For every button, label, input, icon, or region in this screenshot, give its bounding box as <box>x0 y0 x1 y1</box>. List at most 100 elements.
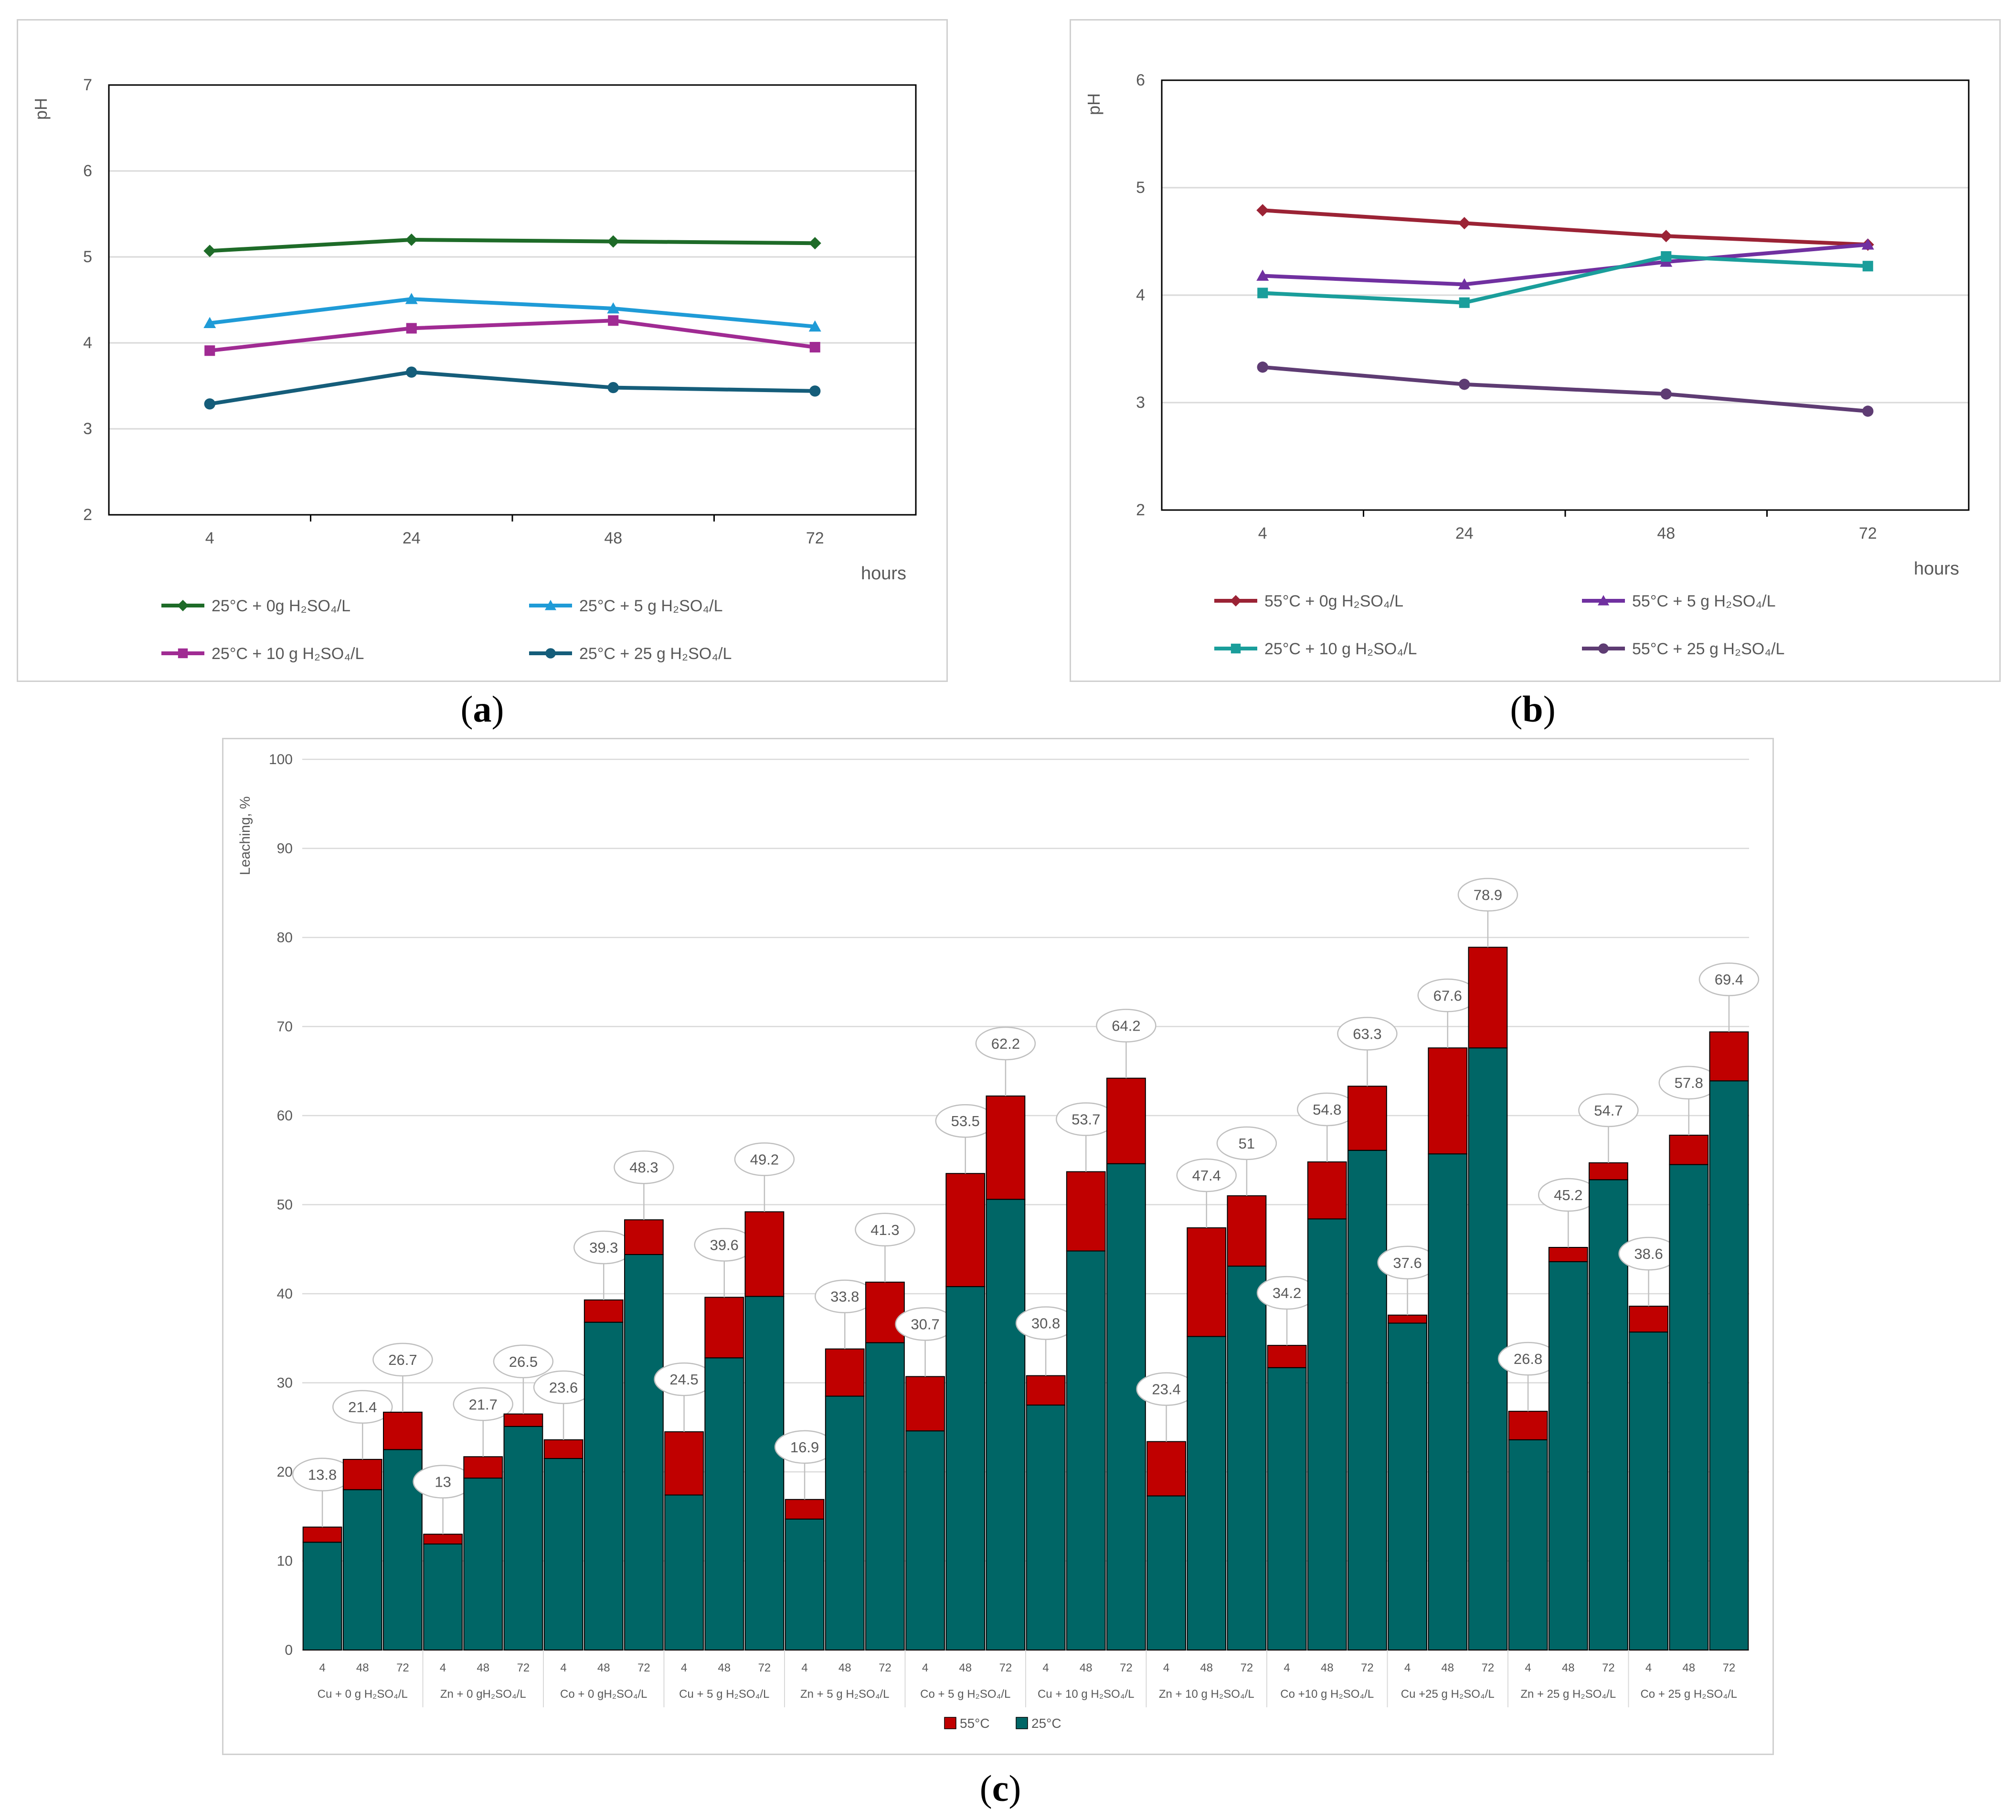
x-tick-label: 4 <box>1042 1661 1049 1674</box>
callout-bubble <box>1337 1017 1398 1051</box>
bar-25c <box>1428 1153 1468 1651</box>
bar-55c <box>1066 1171 1106 1252</box>
bar-25c <box>463 1478 503 1651</box>
legend-label: 25°C + 5 g H₂SO₄/L <box>579 597 723 615</box>
y-tick-label: 30 <box>277 1375 293 1391</box>
x-tick-label: 4 <box>560 1661 566 1674</box>
bar-55c <box>905 1376 945 1432</box>
callout-bubble <box>614 1150 674 1184</box>
bar-25c <box>503 1426 543 1650</box>
legend-marker <box>545 648 556 659</box>
x-tick-label: 72 <box>1723 1661 1736 1674</box>
total-label: 67.6 <box>1433 987 1462 1004</box>
bar-25c <box>1267 1367 1307 1651</box>
chart-panel-c: 0 10 20 30 40 50 60 70 80 90 100 Leaching, % 13.8 21.… <box>222 738 1774 1755</box>
x-tick-label: 4 <box>205 529 214 547</box>
callout-bubble <box>734 1142 795 1176</box>
legend-label: 25°C + 0g H₂SO₄/L <box>212 597 350 615</box>
callout-bubble <box>975 1026 1036 1061</box>
data-point <box>1862 261 1873 272</box>
total-label: 39.6 <box>710 1236 739 1253</box>
data-point <box>1861 238 1874 250</box>
x-tick-label: 72 <box>1602 1661 1615 1674</box>
series-line <box>210 238 815 253</box>
data-point <box>1257 287 1268 298</box>
group-label: Co +10 g H₂SO₄/L <box>1280 1688 1374 1701</box>
x-tick-label: 4 <box>681 1661 687 1674</box>
callout-bubble <box>493 1344 554 1379</box>
y-tick-label: 20 <box>277 1464 293 1480</box>
x-tick-label: 48 <box>1441 1661 1454 1674</box>
y-tick-label: 6 <box>1136 71 1145 89</box>
legend-marker <box>545 600 556 610</box>
legend-swatch <box>944 1717 956 1729</box>
total-label: 48.3 <box>629 1159 658 1176</box>
bar-25c <box>1106 1163 1146 1650</box>
bar-25c <box>302 1542 342 1650</box>
legend-marker <box>177 600 189 611</box>
data-point <box>1862 405 1874 417</box>
x-tick-label: 48 <box>1657 524 1675 543</box>
total-label: 64.2 <box>1112 1018 1140 1034</box>
callout-bubble <box>855 1213 915 1247</box>
bar-25c <box>704 1357 744 1650</box>
bar-55c <box>1428 1047 1468 1155</box>
x-tick-label: 72 <box>999 1661 1012 1674</box>
y-tick-label: 5 <box>83 248 92 266</box>
group-label: Cu + 10 g H₂SO₄/L <box>1038 1688 1135 1701</box>
y-tick-label: 50 <box>277 1197 293 1213</box>
legend-label: 25°C <box>1031 1716 1061 1731</box>
bar-25c <box>1187 1336 1227 1650</box>
bar-55c <box>1227 1195 1267 1267</box>
callout-bubble <box>1096 1009 1157 1043</box>
data-point <box>203 317 216 328</box>
bar-55c <box>624 1219 664 1255</box>
bar-55c <box>945 1173 986 1288</box>
legend-swatch <box>1016 1717 1028 1729</box>
data-point <box>607 235 620 248</box>
total-label: 45.2 <box>1554 1187 1582 1203</box>
bar-55c <box>1026 1375 1066 1406</box>
y-tick-label: 3 <box>83 420 92 438</box>
bar-55c <box>1146 1441 1186 1497</box>
group-label: Co + 25 g H₂SO₄/L <box>1640 1688 1737 1701</box>
bar-55c <box>1468 947 1508 1049</box>
bar-55c <box>1709 1031 1749 1082</box>
x-tick-label: 4 <box>1525 1661 1531 1674</box>
bar-55c <box>1187 1227 1227 1337</box>
bar-55c <box>865 1281 905 1343</box>
legend-label: 25°C + 25 g H₂SO₄/L <box>579 645 732 663</box>
y-axis-title: pH <box>1084 93 1103 115</box>
bar-25c <box>905 1430 945 1650</box>
x-tick-label: 48 <box>604 529 622 547</box>
bar-55c <box>1348 1086 1387 1151</box>
bar-25c <box>1468 1047 1508 1650</box>
callout-bubble <box>453 1387 513 1421</box>
x-tick-label: 72 <box>1859 524 1877 543</box>
x-tick-label: 48 <box>718 1661 731 1674</box>
y-tick-label: 6 <box>83 162 92 180</box>
total-label: 26.7 <box>388 1352 417 1368</box>
data-point <box>608 315 619 326</box>
y-tick-label: 2 <box>83 506 92 524</box>
x-tick-label: 72 <box>1482 1661 1495 1674</box>
line-chart-a: 2 3 4 5 6 7 4 24 48 72 pH hours 25°C + 0g H₂SO₄/L 25°… <box>31 76 917 663</box>
bar-55c <box>704 1297 744 1359</box>
total-label: 53.7 <box>1072 1111 1100 1128</box>
callout-bubble <box>332 1390 393 1424</box>
bar-25c <box>584 1321 624 1651</box>
total-label: 30.8 <box>1031 1315 1060 1332</box>
legend-label: 55°C + 0g H₂SO₄/L <box>1264 592 1403 610</box>
x-tick-label: 48 <box>1682 1661 1695 1674</box>
group-label: Cu + 0 g H₂SO₄/L <box>318 1688 408 1701</box>
chart-panel-b: 2 3 4 5 6 4 24 48 72 pH hours 55°C + 0g H₂SO₄/L 55°C… <box>1070 19 2001 682</box>
total-label: 54.7 <box>1594 1102 1623 1119</box>
y-tick-label: 2 <box>1136 501 1145 519</box>
legend-marker <box>1598 595 1609 606</box>
x-tick-label: 72 <box>1361 1661 1374 1674</box>
x-tick-label: 72 <box>879 1661 891 1674</box>
total-label: 53.5 <box>951 1113 980 1129</box>
legend-marker <box>178 648 188 659</box>
legend-label: 55°C + 5 g H₂SO₄/L <box>1632 592 1776 610</box>
total-label: 23.4 <box>1152 1381 1180 1398</box>
